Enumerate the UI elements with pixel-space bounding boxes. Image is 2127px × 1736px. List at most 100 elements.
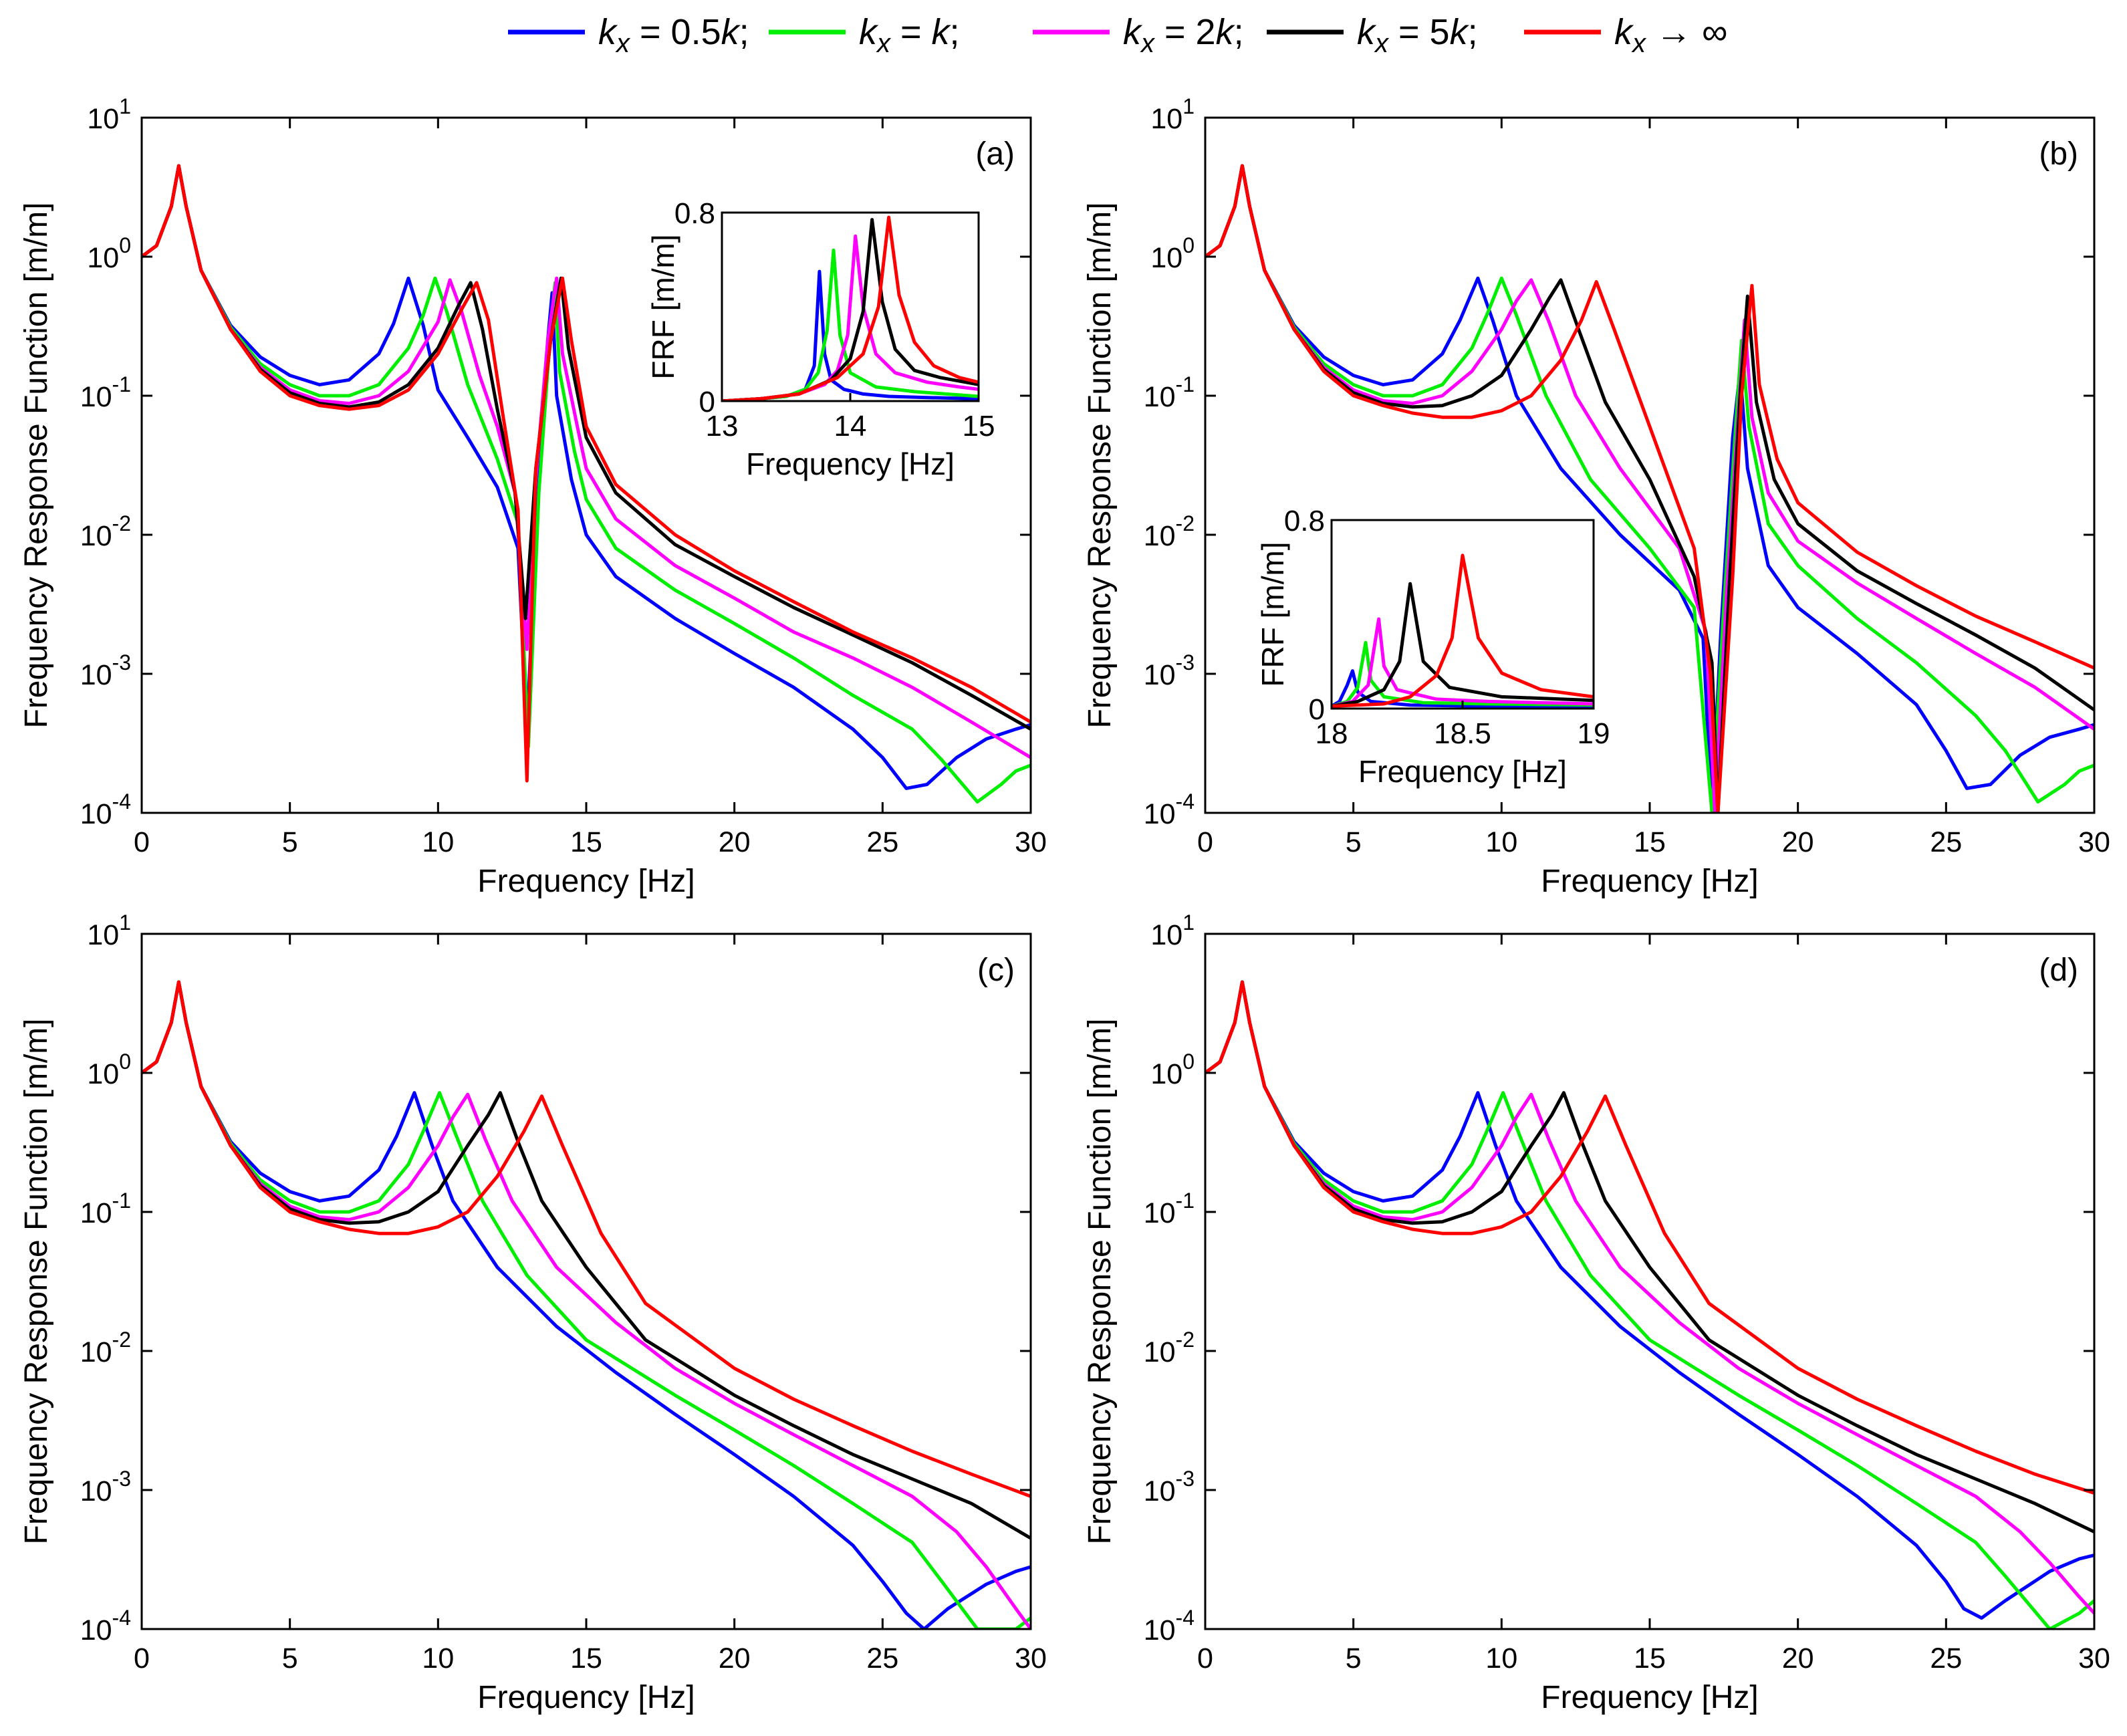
series-group xyxy=(142,980,1031,1629)
inset-series-group xyxy=(722,215,979,401)
y-axis-label: Frequency Response Function [m/m] xyxy=(1082,202,1118,728)
chart-panel: 0 5 10 15 20 25 30 10-4 10-3 10-2 10-1 100 101 Freque… xyxy=(19,94,1047,899)
inset-x-tick-label: 13 xyxy=(706,410,739,443)
x-tick-label: 10 xyxy=(422,1642,454,1675)
inset-x-tick-label: 19 xyxy=(1578,717,1610,750)
series-line xyxy=(1205,980,2094,1495)
inset-chart: 18 18.5 19 0 0.8 Frequency [Hz] FRF [m/m] xyxy=(1255,505,1610,789)
y-axis-label: Frequency Response Function [m/m] xyxy=(1082,1018,1118,1544)
x-tick-label: 30 xyxy=(1015,826,1047,858)
chart-panel: 0 5 10 15 20 25 30 10-4 10-3 10-2 10-1 100 101 Freque… xyxy=(19,910,1047,1715)
series-line xyxy=(1205,980,2094,1534)
inset-y-tick-label: 0 xyxy=(1309,693,1325,726)
x-tick-label: 10 xyxy=(1485,1642,1517,1675)
x-tick-label: 25 xyxy=(1930,1642,1962,1675)
series-line xyxy=(142,980,1031,1498)
inset-chart: 13 14 15 0 0.8 Frequency [Hz] FRF [m/m] xyxy=(646,197,995,481)
legend-entry: kx = 5k; xyxy=(1267,12,1478,58)
x-tick-label: 25 xyxy=(1930,826,1962,858)
x-tick-label: 15 xyxy=(1634,826,1666,858)
legend-label: kx = k; xyxy=(859,12,960,58)
x-tick-label: 30 xyxy=(2078,1642,2110,1675)
x-tick-label: 30 xyxy=(1015,1642,1047,1675)
legend-label: kx = 0.5k; xyxy=(598,12,749,58)
x-tick-label: 0 xyxy=(1197,826,1213,858)
y-tick-label: 10-4 xyxy=(80,1606,131,1646)
x-tick-label: 0 xyxy=(134,1642,150,1675)
x-tick-label: 5 xyxy=(1346,826,1362,858)
x-tick-label: 20 xyxy=(1782,826,1814,858)
x-tick-label: 0 xyxy=(1197,1642,1213,1675)
y-tick-label: 101 xyxy=(87,910,131,951)
series-line xyxy=(1205,164,2094,813)
panel-label: (d) xyxy=(2039,953,2078,988)
y-tick-label: 100 xyxy=(1150,1049,1195,1090)
panels: 0 5 10 15 20 25 3010-410-310-210-1100101Freque… xyxy=(19,94,2110,1715)
y-tick-label: 10-1 xyxy=(80,1189,131,1229)
x-tick-label: 20 xyxy=(1782,1642,1814,1675)
y-tick-label: 100 xyxy=(87,1049,131,1090)
y-tick-label: 10-1 xyxy=(80,372,131,413)
legend-entry: kx = 2k; xyxy=(1033,12,1244,58)
inset-y-tick-label: 0 xyxy=(699,386,715,418)
x-tick-label: 10 xyxy=(422,826,454,858)
plot-frame xyxy=(1204,933,2096,1630)
legend-entry: kx → ∞ xyxy=(1524,12,1728,58)
y-axis-label: Frequency Response Function [m/m] xyxy=(19,1018,54,1544)
inset-series-line xyxy=(1332,617,1594,708)
x-tick-label: 10 xyxy=(1485,826,1517,858)
panel-label: (c) xyxy=(977,953,1015,988)
y-tick-label: 10-3 xyxy=(1144,650,1195,691)
series-group xyxy=(1205,980,2094,1629)
y-tick-label: 10-1 xyxy=(1144,1189,1195,1229)
series-group xyxy=(1205,164,2094,813)
y-tick-label: 10-4 xyxy=(1144,789,1195,830)
chart-panel: 0 5 10 15 20 25 30 10-4 10-3 10-2 10-1 100 101 Freque… xyxy=(1082,94,2110,899)
panel-label: (b) xyxy=(2039,136,2078,172)
x-tick-label: 25 xyxy=(866,826,898,858)
series-line xyxy=(142,980,1031,1540)
y-tick-label: 10-4 xyxy=(1144,1606,1195,1646)
y-tick-label: 101 xyxy=(1150,94,1195,135)
inset-x-tick-label: 18 xyxy=(1316,717,1348,750)
y-tick-label: 10-2 xyxy=(1144,1328,1195,1368)
inset-x-axis-label: Frequency [Hz] xyxy=(1358,754,1567,789)
legend-entry: kx = 0.5k; xyxy=(508,12,749,58)
legend-label: kx = 5k; xyxy=(1357,12,1478,58)
y-tick-label: 100 xyxy=(87,233,131,274)
y-tick-label: 10-2 xyxy=(80,511,131,552)
y-axis-label: Frequency Response Function [m/m] xyxy=(19,202,54,728)
y-tick-label: 100 xyxy=(1150,233,1195,274)
series-line xyxy=(1205,164,2094,813)
x-axis-label: Frequency [Hz] xyxy=(1541,864,1758,899)
series-line xyxy=(1205,164,2094,813)
x-tick-label: 20 xyxy=(719,1642,751,1675)
x-axis-label: Frequency [Hz] xyxy=(477,1680,695,1715)
y-tick-label: 101 xyxy=(87,94,131,135)
y-tick-label: 101 xyxy=(1150,910,1195,951)
x-tick-label: 15 xyxy=(570,1642,602,1675)
plot-frame xyxy=(140,933,1032,1630)
series-line xyxy=(142,164,1031,783)
x-tick-label: 5 xyxy=(282,826,298,858)
x-tick-label: 30 xyxy=(2078,826,2110,858)
legend-entry: kx = k; xyxy=(769,12,960,58)
x-axis-label: Frequency [Hz] xyxy=(1541,1680,1758,1715)
inset-series-line xyxy=(722,215,979,401)
y-tick-label: 10-4 xyxy=(80,789,131,830)
x-axis-label: Frequency [Hz] xyxy=(477,864,695,899)
series-group xyxy=(142,164,1031,803)
x-tick-label: 0 xyxy=(134,826,150,858)
inset-y-axis-label: FRF [m/m] xyxy=(1255,541,1290,687)
series-line xyxy=(1205,980,2094,1629)
inset-y-tick-label: 0.8 xyxy=(674,197,715,230)
panel-label: (a) xyxy=(975,136,1015,172)
inset-x-axis-label: Frequency [Hz] xyxy=(746,447,955,481)
y-tick-label: 10-1 xyxy=(1144,372,1195,413)
x-tick-label: 15 xyxy=(1634,1642,1666,1675)
series-line xyxy=(1205,164,2094,813)
inset-series-line xyxy=(1332,553,1594,708)
y-tick-label: 10-2 xyxy=(80,1328,131,1368)
inset-x-tick-label: 15 xyxy=(963,410,995,443)
